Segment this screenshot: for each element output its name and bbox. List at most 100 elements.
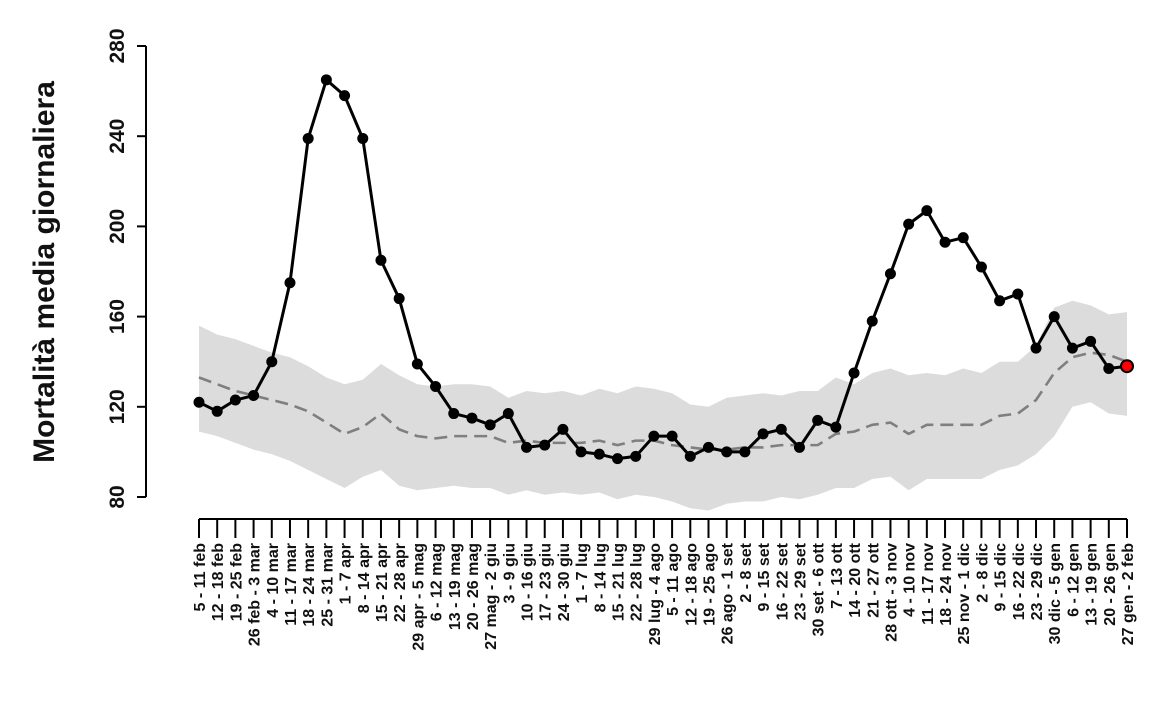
observed-point xyxy=(284,277,296,289)
x-tick-label: 8 - 14 lug xyxy=(592,543,609,612)
observed-point xyxy=(430,381,442,392)
x-tick-label: 7 - 13 ott xyxy=(829,542,846,608)
band-layer xyxy=(199,300,1127,511)
observed-point xyxy=(1085,335,1097,347)
x-tick-label: 8 - 14 apr xyxy=(356,543,373,613)
x-tick-label: 4 - 10 nov xyxy=(902,543,919,617)
observed-point xyxy=(375,254,387,266)
x-tick-label: 12 - 18 feb xyxy=(210,543,227,621)
observed-point xyxy=(630,450,642,462)
y-tick-label: 200 xyxy=(106,209,129,244)
observed-point xyxy=(884,268,896,280)
x-tick-label: 6 - 12 mag xyxy=(429,543,446,621)
x-tick-label: 22 - 28 lug xyxy=(629,543,646,621)
x-tick-label: 5 - 11 feb xyxy=(192,543,209,612)
x-tick-label: 26 ago - 1 set xyxy=(720,542,737,644)
x-tick-label: 15 - 21 apr xyxy=(374,543,391,622)
x-tick-label: 13 - 19 gen xyxy=(1084,543,1101,626)
x-tick-label: 25 nov - 1 dic xyxy=(956,543,973,644)
x-tick-label: 29 apr - 5 mag xyxy=(410,543,427,651)
x-tick-label: 20 - 26 gen xyxy=(1102,543,1119,626)
x-tick-label: 2 - 8 set xyxy=(738,542,755,602)
x-tick-label: 5 - 11 ago xyxy=(665,543,682,616)
observed-point xyxy=(1012,288,1024,300)
observed-point xyxy=(793,441,805,453)
observed-point xyxy=(830,421,842,433)
observed-point xyxy=(302,132,314,144)
observed-point xyxy=(539,439,551,451)
x-tick-label: 13 - 19 mag xyxy=(447,543,464,630)
observed-point xyxy=(193,396,205,408)
y-tick-label: 80 xyxy=(106,485,129,508)
x-tick-label: 18 - 24 mar xyxy=(301,543,318,627)
observed-point xyxy=(266,356,278,368)
x-tick-label: 6 - 12 gen xyxy=(1065,543,1082,617)
baseline-line xyxy=(198,351,1128,451)
observed-point xyxy=(903,218,915,230)
observed-point xyxy=(702,441,714,453)
y-tick-label: 280 xyxy=(106,28,129,63)
observed-point xyxy=(612,453,624,465)
x-tick-label: 24 - 30 giu xyxy=(556,543,573,621)
y-axis-label: Mortalità media giornaliera xyxy=(28,81,61,463)
x-tick-label: 15 - 21 lug xyxy=(611,543,628,621)
x-tick-label: 1 - 7 apr xyxy=(338,543,355,604)
observed-point xyxy=(848,367,860,379)
observed-point xyxy=(1066,342,1078,354)
observed-point xyxy=(484,419,496,431)
observed-point xyxy=(248,390,260,402)
range-band xyxy=(199,300,1127,511)
x-tick-label: 27 mag - 2 giu xyxy=(483,543,500,650)
x-tick-label: 9 - 15 dic xyxy=(993,543,1010,612)
observed-point xyxy=(975,261,987,273)
x-tick-label: 16 - 22 set xyxy=(774,542,791,620)
x-tick-label: 30 set - 6 ott xyxy=(811,542,828,636)
observed-point xyxy=(502,408,514,420)
observed-point xyxy=(921,205,933,217)
observed-point xyxy=(684,450,696,462)
observed-point xyxy=(1030,342,1042,354)
observed-point xyxy=(448,408,460,420)
x-tick-label: 19 - 25 ago xyxy=(701,543,718,626)
x-tick-label: 26 feb - 3 mar xyxy=(247,543,264,646)
x-tick-label: 28 ott - 3 nov xyxy=(883,543,900,642)
observed-point xyxy=(739,446,751,458)
x-tick-label: 19 - 25 feb xyxy=(228,543,245,621)
y-tick-label: 120 xyxy=(106,389,129,424)
observed-point xyxy=(757,428,769,440)
x-tick-label: 27 gen - 2 feb xyxy=(1120,543,1137,645)
x-tick-label: 30 dic - 5 gen xyxy=(1047,543,1064,644)
observed-point xyxy=(721,446,733,458)
observed-point xyxy=(521,441,533,453)
x-tick-label: 3 - 9 giu xyxy=(501,543,518,603)
observed-point xyxy=(211,405,223,417)
observed-point xyxy=(466,412,478,424)
observed-point xyxy=(357,132,369,144)
x-tick-label: 9 - 15 set xyxy=(756,542,773,611)
observed-point xyxy=(866,315,878,327)
x-tick-label: 11 - 17 nov xyxy=(920,543,937,625)
observed-point xyxy=(994,295,1006,307)
observed-point xyxy=(1048,311,1060,323)
observed-point xyxy=(339,90,351,102)
observed-point xyxy=(775,423,787,435)
observed-point xyxy=(320,74,332,86)
observed-point xyxy=(393,293,405,305)
x-tick-label: 20 - 26 mag xyxy=(465,543,482,630)
observed-point xyxy=(575,446,587,458)
x-tick-label: 25 - 31 mar xyxy=(319,543,336,627)
observed-layer xyxy=(193,74,1134,465)
observed-point-latest xyxy=(1120,359,1134,374)
x-tick-label: 11 - 17 mar xyxy=(283,543,300,626)
x-tick-label: 29 lug - 4 ago xyxy=(647,543,664,645)
x-tick-label: 18 - 24 nov xyxy=(938,543,955,626)
y-tick-label: 240 xyxy=(106,119,129,154)
x-tick-label: 21 - 27 ott xyxy=(865,542,882,617)
baseline-layer xyxy=(198,351,1128,451)
observed-point xyxy=(1103,362,1115,374)
x-tick-label: 1 - 7 lug xyxy=(574,543,591,603)
observed-line xyxy=(198,78,1128,461)
